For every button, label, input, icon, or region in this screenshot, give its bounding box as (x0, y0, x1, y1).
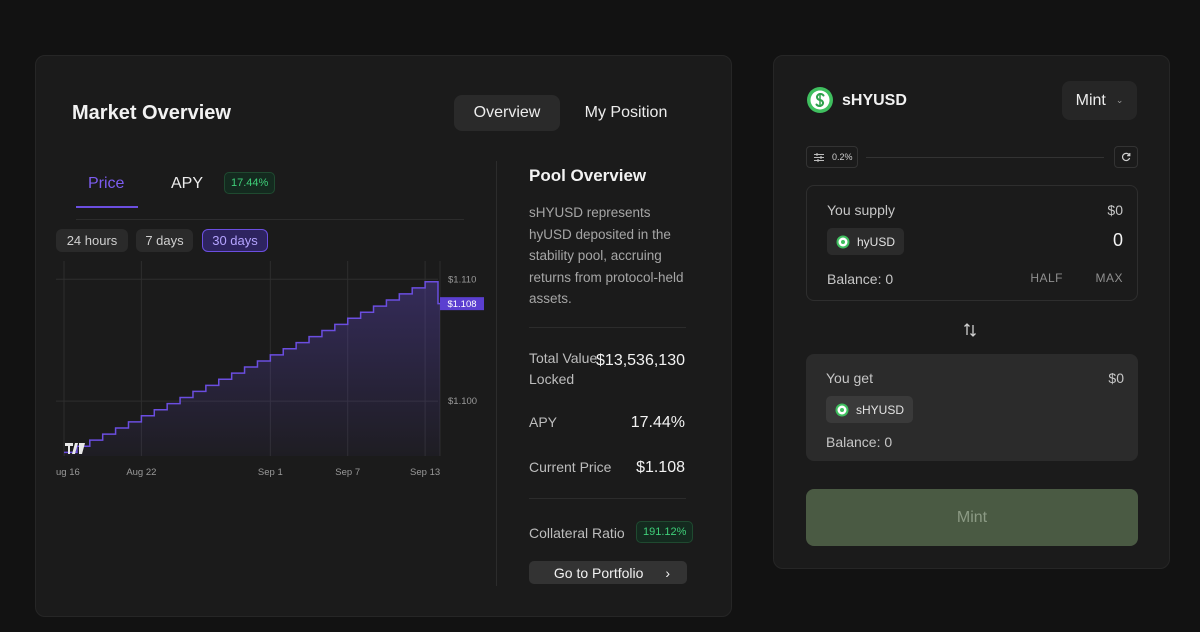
current-price-label: $1.108 (440, 297, 484, 311)
slippage-value: 0.2% (832, 152, 853, 162)
supply-balance: Balance: 0 (827, 271, 894, 287)
supply-label: You supply (827, 202, 895, 218)
portfolio-button-label: Go to Portfolio (553, 564, 644, 581)
apy-badge: 17.44% (224, 172, 276, 194)
apy-value: 17.44% (630, 414, 685, 431)
token-name: sHYUSD (842, 92, 907, 109)
view-segmented-control: Overview My Position (454, 95, 692, 131)
tab-overview[interactable]: Overview (454, 95, 560, 131)
mint-panel: sHYUSD Mint ⌄ 0.2% You supply $0 hyUS (773, 55, 1170, 569)
panel-divider (496, 161, 497, 586)
supply-card: You supply $0 hyUSD Balance: 0 HALF MAX (806, 185, 1138, 301)
active-tab-underline (76, 206, 138, 208)
supply-usd-value: $0 (1107, 202, 1123, 218)
current-price-text: $1.108 (447, 299, 476, 310)
max-button[interactable]: MAX (1095, 271, 1123, 285)
current-price-value: $1.108 (636, 459, 685, 476)
svg-text:TV: TV (56, 261, 58, 262)
tvl-value: $13,536,130 (596, 352, 685, 369)
tradingview-icon: TV (56, 261, 85, 454)
y-tick-label: $1.110 (448, 274, 476, 285)
receive-token-name: sHYUSD (856, 402, 905, 417)
shyusd-token-small-icon (835, 403, 849, 416)
chevron-down-icon: ⌄ (1115, 95, 1124, 105)
chevron-right-icon: › (665, 564, 671, 581)
refresh-button[interactable] (1114, 146, 1138, 168)
range-24-hours[interactable]: 24 hours (56, 229, 128, 252)
apy-label: APY (529, 414, 558, 430)
pool-description: sHYUSD represents hyUSD deposited in the… (529, 205, 684, 306)
market-overview-panel: Market Overview Overview My Position Pri… (35, 55, 732, 617)
refresh-icon (1121, 152, 1131, 162)
tab-divider (76, 219, 464, 220)
collateral-ratio-label: Collateral Ratio (529, 525, 625, 541)
y-tick-label: $1.100 (448, 396, 477, 407)
price-chart[interactable]: ug 16 Aug 22 Sep 1 Sep 7 Sep 13 $1.110 $1.100… (56, 261, 496, 491)
tab-my-position[interactable]: My Position (584, 104, 668, 121)
receive-usd-value: $0 (1108, 370, 1124, 386)
current-price-label-text: Current Price (529, 459, 612, 475)
range-7-days[interactable]: 7 days (136, 229, 193, 252)
x-tick-label: ug 16 (56, 467, 80, 478)
tvl-label: Total Value Locked (529, 350, 598, 387)
swap-direction-icon[interactable] (962, 322, 978, 338)
receive-card: You get $0 sHYUSD Balance: 0 (806, 354, 1138, 461)
collateral-ratio-badge: 191.12% (636, 521, 694, 543)
go-to-portfolio-button[interactable]: Go to Portfolio › (529, 561, 687, 584)
chart-tab-price[interactable]: Price (88, 175, 125, 192)
mode-label: Mint (1075, 91, 1106, 109)
chart-tab-apy[interactable]: APY (171, 175, 204, 192)
mode-select[interactable]: Mint ⌄ (1062, 81, 1137, 120)
hyusd-token-icon (836, 235, 850, 248)
range-30-days[interactable]: 30 days (202, 229, 268, 252)
supply-token-select[interactable]: hyUSD (827, 228, 905, 255)
price-line (64, 280, 440, 454)
x-tick-label: Sep 7 (335, 467, 360, 478)
receive-token-select[interactable]: sHYUSD (826, 396, 914, 423)
pool-overview-title: Pool Overview (529, 166, 647, 185)
x-tick-label: Aug 22 (126, 467, 156, 478)
x-tick-label: Sep 1 (258, 467, 283, 478)
supply-amount-input[interactable] (963, 230, 1123, 251)
supply-token-name: hyUSD (857, 234, 896, 249)
receive-label: You get (826, 370, 873, 386)
pool-divider-2 (529, 498, 686, 499)
sliders-icon (814, 152, 824, 162)
x-tick-label: Sep 13 (410, 467, 440, 478)
slippage-setting[interactable]: 0.2% (806, 146, 858, 168)
half-button[interactable]: HALF (1030, 271, 1063, 285)
slippage-track (866, 157, 1104, 158)
market-overview-title: Market Overview (72, 102, 231, 124)
shyusd-token-icon (807, 87, 833, 113)
price-area (64, 281, 440, 456)
mint-button[interactable]: Mint (806, 489, 1138, 546)
receive-balance: Balance: 0 (826, 434, 893, 450)
pool-divider (529, 327, 686, 328)
